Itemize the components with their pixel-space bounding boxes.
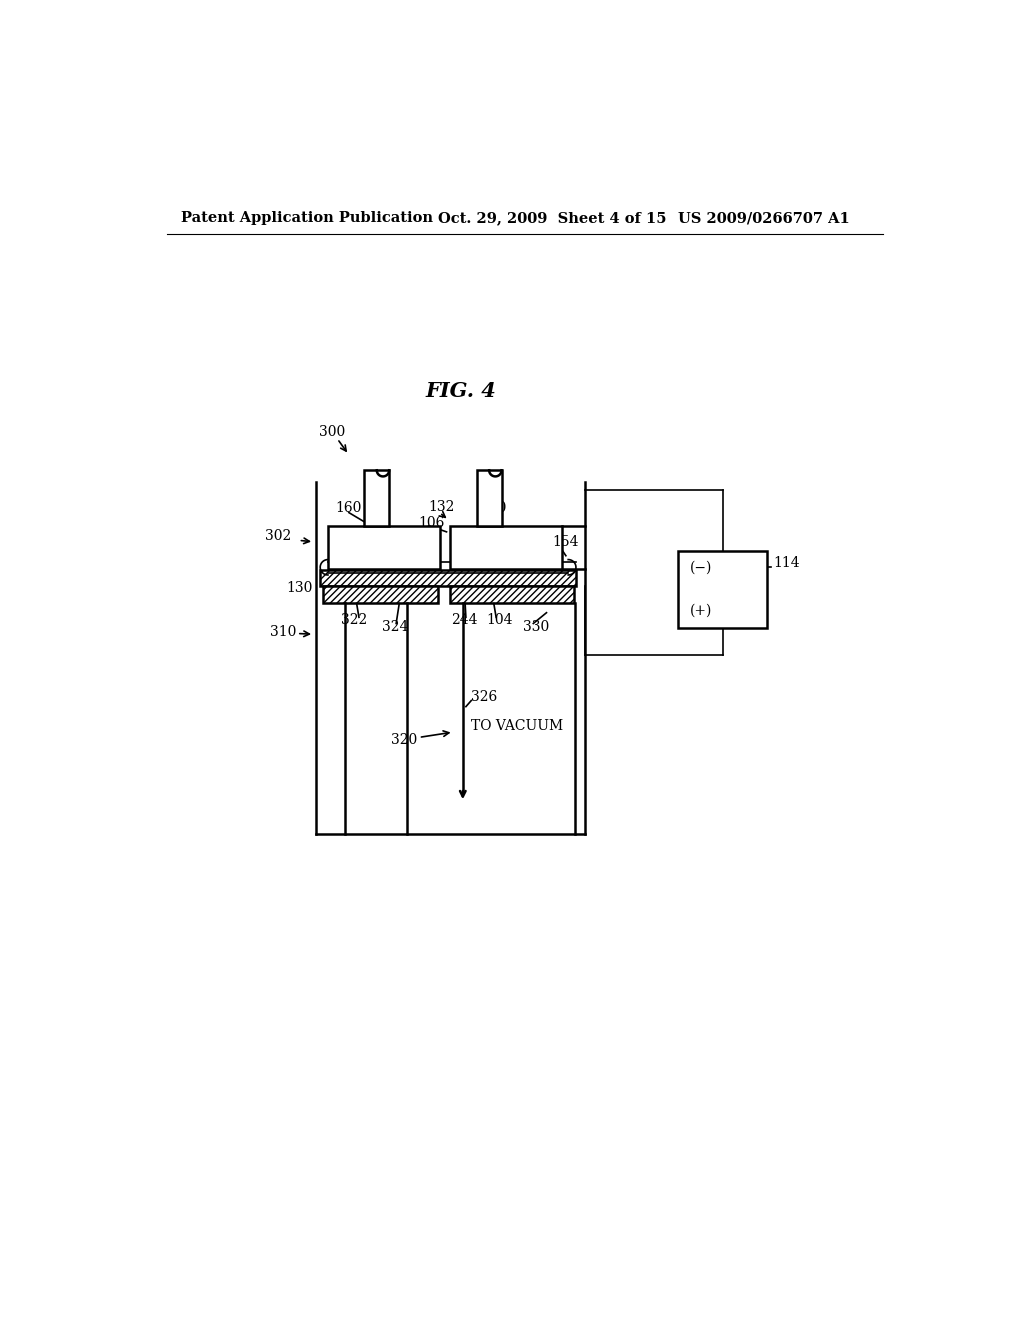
Bar: [321, 570, 575, 586]
Text: 132: 132: [429, 500, 455, 515]
Bar: [451, 586, 574, 603]
Text: 300: 300: [319, 425, 346, 438]
Text: 330: 330: [523, 619, 550, 634]
Text: 310: 310: [270, 624, 296, 639]
Text: 320: 320: [391, 733, 418, 747]
Bar: [450, 527, 562, 569]
Text: 324: 324: [382, 619, 409, 634]
Text: 120: 120: [480, 502, 507, 515]
Text: 302: 302: [265, 529, 292, 543]
Text: (−): (−): [690, 561, 713, 576]
Text: Patent Application Publication: Patent Application Publication: [180, 211, 433, 226]
Bar: [321, 570, 575, 586]
Bar: [678, 552, 767, 628]
Text: 114: 114: [773, 556, 800, 570]
Text: (+): (+): [690, 605, 713, 618]
Text: US 2009/0266707 A1: US 2009/0266707 A1: [678, 211, 850, 226]
Bar: [328, 527, 440, 569]
Text: 154: 154: [553, 535, 580, 549]
Text: 326: 326: [471, 690, 498, 705]
Text: TO VACUUM: TO VACUUM: [471, 719, 563, 733]
Bar: [451, 586, 574, 603]
Text: 244: 244: [452, 614, 477, 627]
Text: 322: 322: [341, 614, 368, 627]
Bar: [365, 470, 389, 527]
Text: 106: 106: [419, 516, 445, 531]
Text: Oct. 29, 2009  Sheet 4 of 15: Oct. 29, 2009 Sheet 4 of 15: [438, 211, 667, 226]
Bar: [477, 470, 502, 527]
Text: 160: 160: [335, 502, 361, 515]
Text: 104: 104: [486, 614, 513, 627]
Bar: [324, 586, 438, 603]
Text: 130: 130: [286, 581, 312, 595]
Text: FIG. 4: FIG. 4: [426, 381, 497, 401]
Bar: [324, 586, 438, 603]
